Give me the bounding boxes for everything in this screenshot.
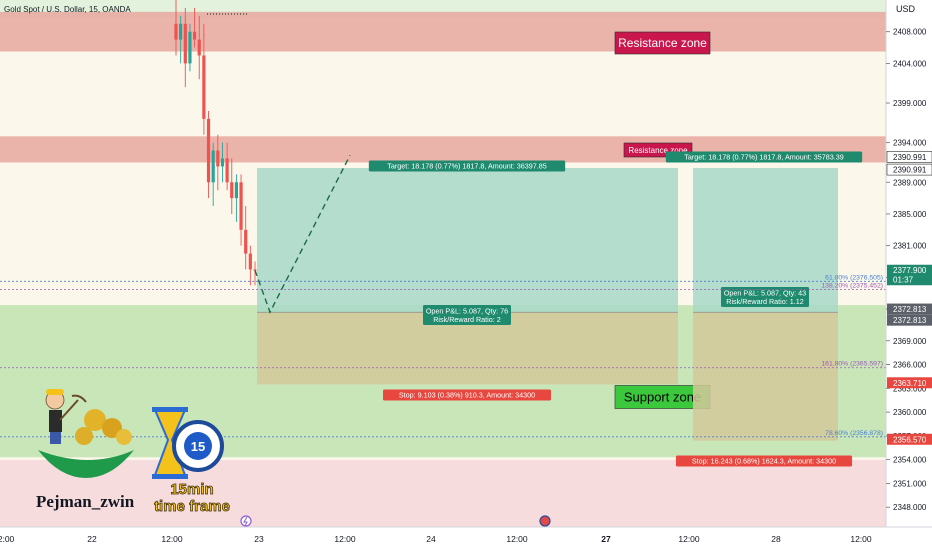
x-tick-label: 12:00 bbox=[161, 534, 183, 544]
candle-body bbox=[193, 32, 196, 40]
hourglass-bottom-bar bbox=[152, 474, 188, 479]
us-flag-event-icon[interactable] bbox=[540, 516, 550, 526]
price-label-4: 2372.813 bbox=[893, 305, 927, 314]
candle-body bbox=[221, 158, 224, 166]
position-0-profit-area bbox=[257, 168, 678, 312]
candle-body bbox=[174, 24, 177, 40]
x-tick-label: 24 bbox=[426, 534, 436, 544]
fib-label-3: 78.60% (2356.878) bbox=[825, 430, 883, 437]
y-tick-label: 2381.000 bbox=[893, 242, 927, 251]
gold-nugget bbox=[116, 429, 132, 445]
miner-legs bbox=[50, 432, 61, 444]
position-1-rr-label: Risk/Reward Ratio: 1.12 bbox=[726, 297, 804, 306]
candle-body bbox=[216, 151, 219, 167]
y-tick-label: 2408.000 bbox=[893, 28, 927, 37]
x-tick-label: 12:00 bbox=[506, 534, 528, 544]
price-label-3: 01:37 bbox=[893, 276, 914, 285]
price-label-5: 2372.813 bbox=[893, 316, 927, 325]
zone-label-2: Support zone bbox=[624, 390, 701, 405]
timer-number: 15 bbox=[191, 439, 205, 454]
price-label-7: 2356.570 bbox=[893, 435, 927, 444]
price-label-0: 2390.991 bbox=[893, 153, 927, 162]
price-axis-background bbox=[886, 0, 932, 527]
y-tick-label: 2389.000 bbox=[893, 178, 927, 187]
hourglass-top-bar bbox=[152, 407, 188, 412]
candle-body bbox=[207, 119, 210, 182]
timeframe-line1: 15min bbox=[170, 481, 213, 498]
time-axis-background bbox=[0, 527, 932, 550]
y-tick-label: 2348.000 bbox=[893, 503, 927, 512]
candle-body bbox=[235, 182, 238, 198]
x-tick-label: 28 bbox=[771, 534, 781, 544]
chart-title: Gold Spot / U.S. Dollar, 15, OANDA bbox=[4, 5, 131, 14]
x-tick-label: 27 bbox=[601, 534, 611, 544]
x-tick-label: 23 bbox=[254, 534, 264, 544]
fib-label-0: 61.80% (2376.505) bbox=[825, 274, 883, 281]
fib-label-1: 138.20% (2375.452) bbox=[821, 283, 883, 290]
y-tick-label: 2394.000 bbox=[893, 139, 927, 148]
candle-body bbox=[198, 40, 201, 56]
timeframe-line2: time frame bbox=[154, 498, 230, 515]
candle-body bbox=[239, 182, 242, 230]
x-tick-label: 22 bbox=[87, 534, 97, 544]
zone-0 bbox=[0, 12, 886, 52]
candle-body bbox=[230, 182, 233, 198]
candle-body bbox=[244, 230, 247, 254]
candle-body bbox=[249, 254, 252, 270]
position-1-loss-area bbox=[693, 312, 838, 440]
y-tick-label: 2404.000 bbox=[893, 59, 927, 68]
candle-body bbox=[184, 24, 187, 64]
candle-body bbox=[226, 158, 229, 182]
x-tick-label: 12:00 bbox=[850, 534, 872, 544]
candle-body bbox=[188, 32, 191, 64]
x-tick-label: 12:00 bbox=[678, 534, 700, 544]
x-tick-label: 12:00 bbox=[334, 534, 356, 544]
position-0-target-label: Target: 18.178 (0.77%) 1817.8, Amount: 3… bbox=[387, 162, 546, 171]
position-1-target-label: Target: 18.178 (0.77%) 1817.8, Amount: 3… bbox=[684, 153, 843, 162]
candle-body bbox=[212, 151, 215, 183]
miner-helmet bbox=[46, 389, 64, 395]
position-0-rr-label: Risk/Reward Ratio: 2 bbox=[433, 315, 501, 324]
zone-label-0: Resistance zone bbox=[618, 36, 707, 50]
y-tick-label: 2369.000 bbox=[893, 337, 927, 346]
position-0-stop-label: Stop: 9.103 (0.38%) 910.3, Amount: 34300 bbox=[399, 391, 535, 400]
candle-body bbox=[179, 24, 182, 40]
author-name: Pejman_zwin bbox=[36, 492, 135, 511]
position-1-stop-label: Stop: 16.243 (0.68%) 1624.3, Amount: 343… bbox=[692, 457, 836, 466]
price-label-2: 2377.900 bbox=[893, 266, 927, 275]
candle-body bbox=[202, 55, 205, 118]
miner-body bbox=[49, 410, 62, 432]
y-tick-label: 2399.000 bbox=[893, 99, 927, 108]
y-tick-label: 2366.000 bbox=[893, 361, 927, 370]
price-label-6: 2363.710 bbox=[893, 379, 927, 388]
y-tick-label: 2385.000 bbox=[893, 210, 927, 219]
x-tick-label: 2:00 bbox=[0, 534, 15, 544]
price-label-1: 2390.991 bbox=[893, 166, 927, 175]
y-tick-label: 2360.000 bbox=[893, 408, 927, 417]
gold-nugget bbox=[75, 427, 93, 445]
currency-label: USD bbox=[896, 4, 916, 14]
fib-label-2: 161.80% (2365.597) bbox=[821, 361, 883, 368]
y-tick-label: 2354.000 bbox=[893, 456, 927, 465]
y-tick-label: 2351.000 bbox=[893, 479, 927, 488]
